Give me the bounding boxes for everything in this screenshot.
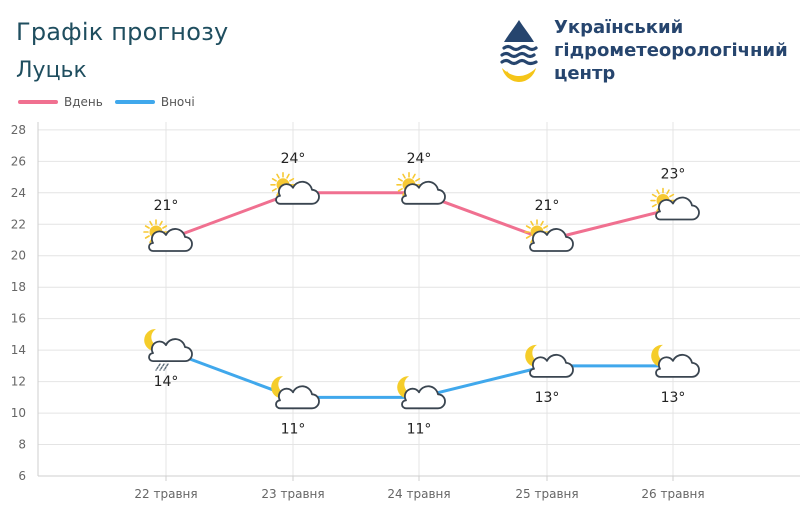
y-tick-label: 10 xyxy=(11,406,26,420)
sun-ray xyxy=(651,203,657,208)
sun-ray xyxy=(656,189,660,195)
sun-ray xyxy=(666,189,670,195)
sun-ray xyxy=(162,225,168,229)
sun-ray xyxy=(271,178,277,182)
x-tick-label: 23 травня xyxy=(261,487,324,501)
legend-label-day: Вдень xyxy=(64,95,103,109)
city-name: Луцьк xyxy=(16,58,87,83)
rain-drop xyxy=(155,363,161,371)
x-tick-label: 22 травня xyxy=(134,487,197,501)
y-tick-label: 16 xyxy=(11,312,26,326)
legend-swatch-night xyxy=(114,100,155,104)
y-tick-label: 22 xyxy=(11,217,26,231)
y-tick-label: 12 xyxy=(11,375,26,389)
sun-ray xyxy=(144,235,150,239)
legend-item-night[interactable]: Вночі xyxy=(114,95,195,109)
data-label-night: 14° xyxy=(154,374,179,390)
weather-icon-night xyxy=(397,376,446,410)
data-label-night: 11° xyxy=(281,421,306,437)
legend-swatch-day xyxy=(18,100,58,104)
data-label-day: 23° xyxy=(661,167,686,183)
y-tick-label: 20 xyxy=(11,249,26,263)
y-tick-label: 8 xyxy=(18,438,26,452)
data-label-night: 13° xyxy=(535,390,560,406)
weather-icon-night xyxy=(144,329,193,371)
data-label-day: 24° xyxy=(281,151,306,167)
x-tick-label: 26 травня xyxy=(641,487,704,501)
y-tick-label: 24 xyxy=(11,186,26,200)
sun-ray xyxy=(530,220,534,226)
cloud-shape xyxy=(655,353,700,378)
sun-ray xyxy=(286,173,290,179)
weather-icon-night xyxy=(525,344,574,378)
sun-ray xyxy=(412,173,416,179)
chart-legend: Вдень Вночі xyxy=(18,94,207,110)
moon-shape xyxy=(525,344,546,367)
data-label-day: 21° xyxy=(535,198,560,214)
weather-icon-day xyxy=(143,219,193,252)
y-tick-label: 26 xyxy=(11,154,26,168)
y-tick-label: 28 xyxy=(11,123,26,137)
y-tick-label: 6 xyxy=(18,469,26,483)
sun-ray xyxy=(651,193,657,198)
org-name-line1: Український xyxy=(554,17,684,38)
org-name: Український гідрометеорологічний центр xyxy=(554,16,788,85)
moon-shape xyxy=(144,329,165,352)
cloud-shape xyxy=(529,353,574,378)
sun-ray xyxy=(525,225,531,229)
sun-ray xyxy=(159,220,163,226)
sun-ray xyxy=(525,235,531,239)
weather-icon-day xyxy=(650,187,700,221)
sun-ray xyxy=(276,173,280,179)
org-name-line2: гідрометеорологічний xyxy=(554,40,788,61)
cloud-shape xyxy=(401,385,446,410)
cloud-shape xyxy=(401,180,446,205)
sun-ray xyxy=(289,178,295,182)
page-title: Графік прогнозу xyxy=(16,18,229,46)
org-name-line3: центр xyxy=(554,63,616,84)
sun-ray xyxy=(144,225,150,229)
logo-icon xyxy=(500,20,538,82)
sun-ray xyxy=(271,188,277,192)
weather-icon-day xyxy=(270,172,320,205)
weather-icon-night xyxy=(651,344,700,378)
sun-ray xyxy=(540,220,544,226)
y-tick-label: 14 xyxy=(11,343,26,357)
data-label-day: 24° xyxy=(407,151,432,167)
weather-icon-day xyxy=(396,172,446,205)
cloud-shape xyxy=(275,180,320,205)
sun-ray xyxy=(543,225,549,229)
cloud-shape xyxy=(529,228,574,252)
data-label-night: 11° xyxy=(407,421,432,437)
legend-item-day[interactable]: Вдень xyxy=(18,95,103,109)
org-block: Український гідрометеорологічний центр xyxy=(494,16,800,90)
x-tick-label: 24 травня xyxy=(387,487,450,501)
rain-drop xyxy=(163,363,169,371)
weather-icon-night xyxy=(271,376,320,410)
rain-drop xyxy=(159,363,165,371)
data-label-night: 13° xyxy=(661,390,686,406)
sun-ray xyxy=(149,220,153,226)
sun-ray xyxy=(402,173,406,179)
sun-ray xyxy=(415,178,421,182)
sun-ray xyxy=(397,188,403,192)
moon-shape xyxy=(397,376,418,399)
weather-icon-day xyxy=(524,219,574,252)
cloud-shape xyxy=(148,228,193,252)
sun-ray xyxy=(669,193,675,198)
moon-shape xyxy=(651,344,672,367)
data-label-day: 21° xyxy=(154,198,179,214)
moon-shape xyxy=(271,376,292,399)
y-tick-label: 18 xyxy=(11,280,26,294)
cloud-shape xyxy=(275,385,320,410)
legend-label-night: Вночі xyxy=(160,95,195,109)
cloud-shape xyxy=(148,338,193,363)
cloud-shape xyxy=(655,196,700,221)
sun-ray xyxy=(397,178,403,182)
x-tick-label: 25 травня xyxy=(515,487,578,501)
